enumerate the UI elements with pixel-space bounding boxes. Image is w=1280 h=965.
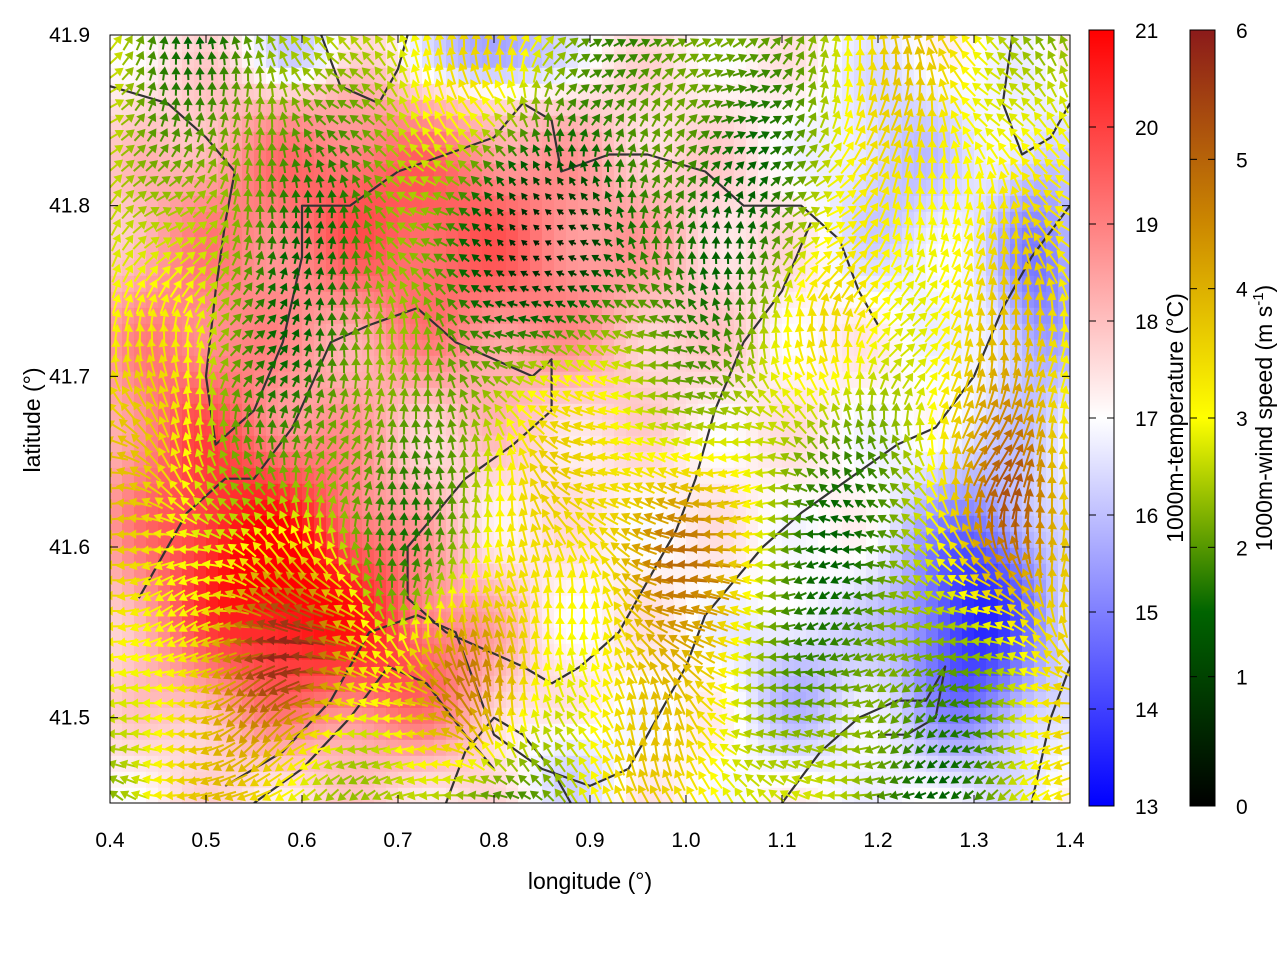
temperature-cell: [434, 739, 447, 756]
temperature-cell: [698, 691, 711, 708]
temperature-cell: [578, 291, 591, 308]
temperature-cell: [602, 291, 615, 308]
temperature-cell: [986, 691, 999, 708]
temperature-cell: [446, 707, 459, 724]
temperature-cell: [590, 291, 603, 308]
temperature-cell: [698, 707, 711, 724]
temperature-cell: [998, 707, 1011, 724]
temperature-cell: [686, 675, 699, 692]
temperature-cell: [986, 707, 999, 724]
temperature-cell: [434, 755, 447, 772]
temperature-heatmap: [110, 35, 1070, 803]
temperature-cell: [782, 707, 795, 724]
temperature-cell: [698, 675, 711, 692]
temperature-cell: [614, 291, 627, 308]
temperature-cell: [266, 675, 279, 692]
temperature-cell: [278, 675, 291, 692]
temperature-cell: [578, 51, 591, 68]
temperature-cell: [782, 691, 795, 708]
temperature-cell: [446, 755, 459, 772]
plot-area: [110, 35, 1070, 803]
temperature-cell: [218, 675, 231, 692]
temperature-cell: [674, 51, 687, 68]
temperature-cell: [266, 307, 279, 324]
temperature-cell: [254, 307, 267, 324]
temperature-cell: [170, 755, 183, 772]
temperature-cell: [986, 723, 999, 740]
temperature-cell: [206, 675, 219, 692]
temperature-cell: [470, 291, 483, 308]
temperature-cell: [938, 739, 951, 756]
temperature-cell: [770, 707, 783, 724]
temperature-cell: [782, 51, 795, 68]
temperature-cell: [830, 707, 843, 724]
temperature-cell: [422, 739, 435, 756]
temperature-cell: [758, 707, 771, 724]
temperature-cell: [158, 755, 171, 772]
temperature-cell: [710, 691, 723, 708]
temperature-cell: [842, 707, 855, 724]
temperature-cell: [818, 707, 831, 724]
temperature-cell: [650, 51, 663, 68]
temperature-cell: [314, 723, 327, 740]
